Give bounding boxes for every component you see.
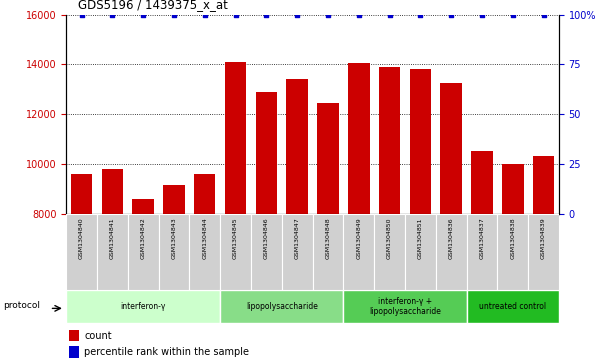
Bar [255,92,277,214]
Bar [189,214,220,290]
Text: count: count [84,331,112,341]
Bar [466,290,559,323]
Bar [128,214,159,290]
Bar [471,151,493,214]
Point [508,12,517,17]
Text: percentile rank within the sample: percentile rank within the sample [84,347,249,357]
Text: GSM1304851: GSM1304851 [418,217,423,259]
Bar [343,214,374,290]
Bar [409,69,431,214]
Point [231,12,240,17]
Point [385,12,394,17]
Bar [343,290,466,323]
Bar [313,214,343,290]
Text: GSM1304846: GSM1304846 [264,217,269,259]
Bar [66,214,97,290]
Bar [71,174,93,214]
Bar [436,214,466,290]
Point [415,12,425,17]
Bar [66,290,220,323]
Point [108,12,117,17]
Text: lipopolysaccharide: lipopolysaccharide [246,302,318,311]
Text: protocol: protocol [4,301,40,310]
Bar [69,346,79,358]
Text: GSM1304847: GSM1304847 [294,217,300,259]
Bar [102,169,123,214]
Text: GSM1304843: GSM1304843 [171,217,177,259]
Text: GDS5196 / 1439375_x_at: GDS5196 / 1439375_x_at [78,0,228,11]
Point [447,12,456,17]
Bar [282,214,313,290]
Point [169,12,178,17]
Text: untreated control: untreated control [479,302,546,311]
Point [77,12,87,17]
Bar [97,214,128,290]
Text: GSM1304844: GSM1304844 [202,217,207,259]
Bar [532,155,554,214]
Point [538,12,548,17]
Text: GSM1304841: GSM1304841 [110,217,115,259]
Bar [528,214,559,290]
Bar [251,214,282,290]
Point [354,12,364,17]
Text: interferon-γ: interferon-γ [120,302,166,311]
Point [323,12,333,17]
Point [292,12,302,17]
Bar [220,214,251,290]
Bar [502,164,523,214]
Point [200,12,210,17]
Text: GSM1304839: GSM1304839 [541,217,546,259]
Bar [132,199,154,214]
Text: GSM1304845: GSM1304845 [233,217,238,259]
Bar [220,290,343,323]
Bar [348,63,370,214]
Bar [317,103,339,214]
Bar [374,214,405,290]
Text: interferon-γ +
lipopolysaccharide: interferon-γ + lipopolysaccharide [369,297,441,317]
Text: GSM1304836: GSM1304836 [448,217,454,259]
Bar [466,214,498,290]
Bar [498,214,528,290]
Text: GSM1304840: GSM1304840 [79,217,84,259]
Bar [225,62,246,214]
Text: GSM1304838: GSM1304838 [510,217,515,259]
Text: GSM1304837: GSM1304837 [480,217,484,259]
Bar [379,67,400,214]
Text: GSM1304848: GSM1304848 [325,217,331,259]
Text: GSM1304850: GSM1304850 [387,217,392,259]
Bar [194,174,216,214]
Bar [159,214,189,290]
Bar [441,83,462,214]
Text: GSM1304842: GSM1304842 [141,217,145,259]
Bar [69,330,79,341]
Point [261,12,271,17]
Bar [163,185,185,214]
Point [138,12,148,17]
Point [477,12,487,17]
Bar [405,214,436,290]
Bar [286,79,308,214]
Text: GSM1304849: GSM1304849 [356,217,361,259]
